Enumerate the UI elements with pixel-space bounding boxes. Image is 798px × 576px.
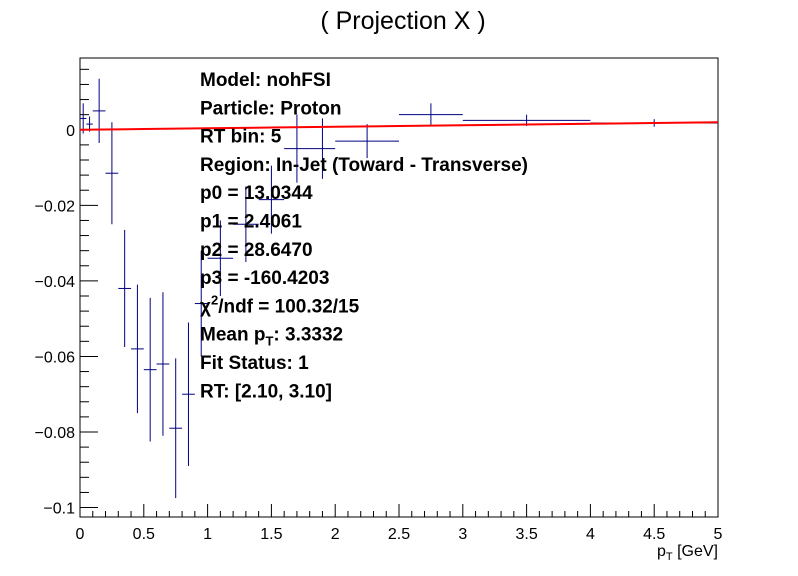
data-point [131, 284, 144, 414]
data-points [80, 78, 718, 499]
y-tick-label: −0.08 [35, 425, 76, 442]
annotation-particle: Particle: Proton [200, 98, 341, 119]
x-tick-label: 1 [203, 526, 212, 543]
annotation-p2: p2 = 28.6470 [200, 240, 313, 261]
fit-curve [79, 121, 719, 131]
data-point [233, 186, 259, 262]
annotation-rt-range: RT: [2.10, 3.10] [200, 381, 332, 402]
data-point [182, 322, 195, 466]
data-point [143, 297, 157, 442]
data-point [335, 124, 399, 159]
x-tick-label: 3.5 [515, 526, 537, 543]
x-tick-label: 4.5 [643, 526, 665, 543]
chart-title: ( Projection X ) [320, 7, 485, 35]
data-point [207, 220, 234, 296]
annotation-chi2: χ2/ndf = 100.32/15 [200, 292, 360, 317]
x-axis-title: pT [GeV] [657, 543, 718, 563]
data-point [156, 292, 170, 436]
annotation-region: Region: In-Jet (Toward - Transverse) [200, 155, 528, 176]
annotation-p0: p0 = 13.0344 [200, 183, 313, 204]
x-axis: 0 0.5 1 1.5 2 2.5 3 3.5 4 4.5 5 [76, 504, 723, 543]
x-tick-label: 4 [586, 526, 595, 543]
plot-frame [79, 57, 719, 518]
y-tick-label: −0.02 [35, 198, 76, 215]
x-tick-label: 2 [331, 526, 340, 543]
x-tick-label: 3 [458, 526, 467, 543]
y-tick-label: −0.04 [35, 274, 76, 291]
y-tick-label: −0.1 [43, 501, 75, 518]
fit-line [79, 121, 719, 131]
x-tick-label: 5 [714, 526, 723, 543]
x-tick-label: 1.5 [260, 526, 282, 543]
data-point [118, 229, 132, 347]
data-point [284, 114, 310, 183]
data-point [92, 78, 106, 143]
x-tick-label: 0.5 [133, 526, 155, 543]
data-point [105, 122, 119, 225]
annotation-rt-bin: RT bin: 5 [200, 127, 282, 148]
data-point [309, 118, 336, 179]
x-tick-label: 2.5 [388, 526, 410, 543]
annotation-p3: p3 = -160.4203 [200, 268, 329, 289]
y-tick-label: 0 [66, 123, 75, 140]
fit-info-box: Model: nohFSI Particle: Proton RT bin: 5 Re… [200, 70, 528, 402]
y-tick-label: −0.06 [35, 349, 76, 366]
x-tick-label: 0 [76, 526, 85, 543]
data-point [194, 250, 208, 357]
annotation-p1: p1 = 2.4061 [200, 212, 302, 233]
annotation-mean-pt: Mean pT: 3.3332 [200, 325, 343, 349]
data-point [399, 103, 463, 126]
y-axis: 0 −0.02 −0.04 −0.06 −0.08 −0.1 [35, 68, 98, 518]
annotation-fit-status: Fit Status: 1 [200, 353, 309, 374]
data-point [80, 103, 87, 134]
data-point [169, 358, 183, 499]
data-point [258, 165, 285, 234]
annotation-model: Model: nohFSI [200, 70, 331, 91]
